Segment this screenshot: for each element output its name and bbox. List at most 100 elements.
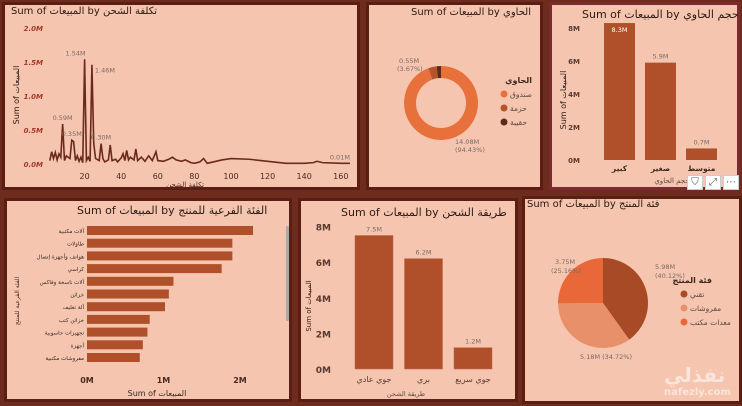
x-tick-label: 100 [223, 172, 238, 181]
pie-slice [558, 258, 603, 304]
legend-title: الحاوي [505, 76, 532, 85]
line-chart-title: Sum of المبيعات by تكلفة الشحن [11, 6, 158, 17]
y-tick-label: 2M [316, 330, 331, 340]
data-label: 1.54M [66, 49, 86, 57]
y-tick-label: 2M [568, 124, 580, 132]
data-label: (25.16%) [551, 267, 581, 275]
bar [87, 289, 169, 299]
more-options-icon[interactable]: ⋯ [723, 175, 739, 190]
legend-item: معدات مكتب [690, 318, 731, 327]
y-tick-label: أجهزة [71, 341, 85, 349]
subcategory-title: Sum of المبيعات by الفئة الفرعية للمنتج [77, 204, 268, 217]
legend-marker [500, 90, 508, 98]
legend-marker [500, 118, 508, 126]
y-tick-label: 8M [568, 25, 580, 33]
legend-marker [680, 304, 688, 312]
bar [87, 238, 233, 248]
bar [87, 353, 140, 362]
y-axis-title: الفئة الفرعية للمنتج [14, 276, 21, 325]
data-label: 5.98M [655, 263, 675, 271]
y-tick-label: 1.5M [24, 59, 43, 67]
x-tick-label: 60 [153, 172, 163, 181]
legend-item: حزمة [510, 104, 527, 113]
container-size-panel[interactable]: Sum of المبيعات by حجم الحاوي 0M 2M 4M 6M 8M… [549, 2, 740, 190]
data-label: 0.01M [330, 153, 350, 161]
filter-icon[interactable]: ⛉ [687, 175, 703, 190]
data-label: 0.55M [399, 57, 419, 65]
bar [686, 148, 717, 160]
y-tick-label: 8M [316, 224, 331, 234]
y-tick-label: 1.0M [24, 93, 43, 101]
category-pie-title: Sum of المبيعات by فئة المنتج [527, 199, 660, 210]
data-label: 7.5M [366, 226, 382, 234]
y-tick-label: 2.0M [24, 25, 43, 33]
donut-chart-panel[interactable]: Sum of المبيعات by الحاوي الحاوي صندوق حزم… [366, 2, 543, 190]
category-pie-panel[interactable]: Sum of المبيعات by فئة المنتج فئة المنتج… [522, 196, 742, 404]
focus-mode-icon[interactable]: ⤢ [705, 175, 721, 190]
legend-title: فئة المنتج [672, 276, 712, 285]
shipping-title: Sum of المبيعات by طريقة الشحن [341, 206, 507, 219]
x-tick-label: كبير [611, 164, 628, 173]
donut-slice [428, 66, 439, 80]
y-tick-label: تجهيزات حاسوبية [45, 331, 85, 337]
data-label: (94.43%) [455, 146, 485, 154]
bar [404, 258, 443, 370]
x-tick-label: 120 [260, 172, 275, 181]
donut-slice [404, 66, 478, 140]
x-tick-label: متوسط [688, 164, 716, 173]
y-tick-label: 0M [568, 157, 580, 165]
y-tick-label: مفروشات مكتبية [45, 355, 84, 362]
y-tick-label: 0.0M [24, 161, 43, 169]
x-axis-title: Sum of المبيعات [128, 389, 187, 398]
y-tick-label: آلة تغليف [63, 304, 85, 311]
bar [87, 327, 148, 337]
data-label: 14.08M [455, 138, 479, 146]
x-axis-title: تكلفة الشحن [166, 181, 204, 187]
x-tick-label: صغير [650, 164, 670, 173]
data-label: 1.2M [465, 338, 481, 346]
y-tick-label: 4M [316, 295, 331, 305]
data-label: 5.18M (34.72%) [580, 353, 632, 361]
y-tick-label: طاولات [67, 242, 84, 248]
y-tick-label: هواتف وأجهزة إتصال [36, 252, 84, 260]
x-tick-label: 20 [80, 172, 90, 181]
data-label: 5.9M [653, 53, 669, 61]
y-tick-label: خزائن [70, 293, 84, 299]
donut-chart: الحاوي صندوق حزمة حقيبة 0.55M(3.67%) 14.08M(9… [397, 57, 532, 154]
series-line [49, 59, 350, 165]
scrollbar[interactable] [286, 226, 289, 321]
bar [87, 340, 143, 350]
bar [354, 235, 394, 370]
shipping-panel[interactable]: Sum of المبيعات by طريقة الشحن 0M 2M 4M 6M 8… [298, 198, 518, 402]
x-axis-title: حجم الحاوي [654, 177, 689, 185]
subcategory-panel[interactable]: Sum of المبيعات by الفئة الفرعية للمنتج … [4, 198, 292, 402]
data-label: 6.2M [416, 249, 432, 257]
y-tick-label: 4M [568, 91, 580, 99]
x-tick-label: 80 [189, 172, 199, 181]
container-size-chart: 0M 2M 4M 6M 8M 8.3M كبير 5.9M صغير 0.7M متوسط حجم ا… [559, 23, 717, 185]
legend-item: مفروشات [690, 304, 721, 313]
x-axis-title: طريقة الشحن [387, 390, 425, 398]
bar [87, 251, 233, 261]
y-axis-title: Sum of المبيعات [12, 66, 21, 125]
legend-item: تقني [690, 290, 704, 299]
y-tick-label: 6M [316, 259, 331, 269]
x-tick-label: 140 [297, 172, 312, 181]
x-tick-label: 1M [157, 376, 171, 385]
watermark-logo: نفذلي nafezly.com [664, 363, 731, 398]
pie-slice [558, 303, 630, 348]
data-label: 0.30M [91, 134, 111, 142]
legend-marker [500, 104, 508, 112]
line-chart: 0.0M 0.5M 1.0M 1.5M 2.0M 20 40 60 80 100 120 140 160… [12, 25, 350, 187]
y-axis-title: Sum of المبيعات [559, 71, 568, 130]
bar [87, 264, 222, 274]
line-chart-panel[interactable]: Sum of المبيعات by تكلفة الشحن 0.0M 0.5M 1… [2, 2, 360, 190]
bar [87, 314, 150, 324]
data-label: (40.12%) [655, 272, 685, 280]
bar [87, 302, 166, 312]
category-pie-chart: فئة المنتج تقني مفروشات معدات مكتب 5.98M(40.… [551, 258, 731, 361]
legend-marker [680, 290, 688, 298]
data-label: 0.35M [62, 130, 82, 138]
shipping-chart: 0M 2M 4M 6M 8M 7.5M جوي عادي 6.2M بري 1.2M جوي سري… [305, 224, 493, 398]
x-tick-label: بري [417, 375, 430, 384]
